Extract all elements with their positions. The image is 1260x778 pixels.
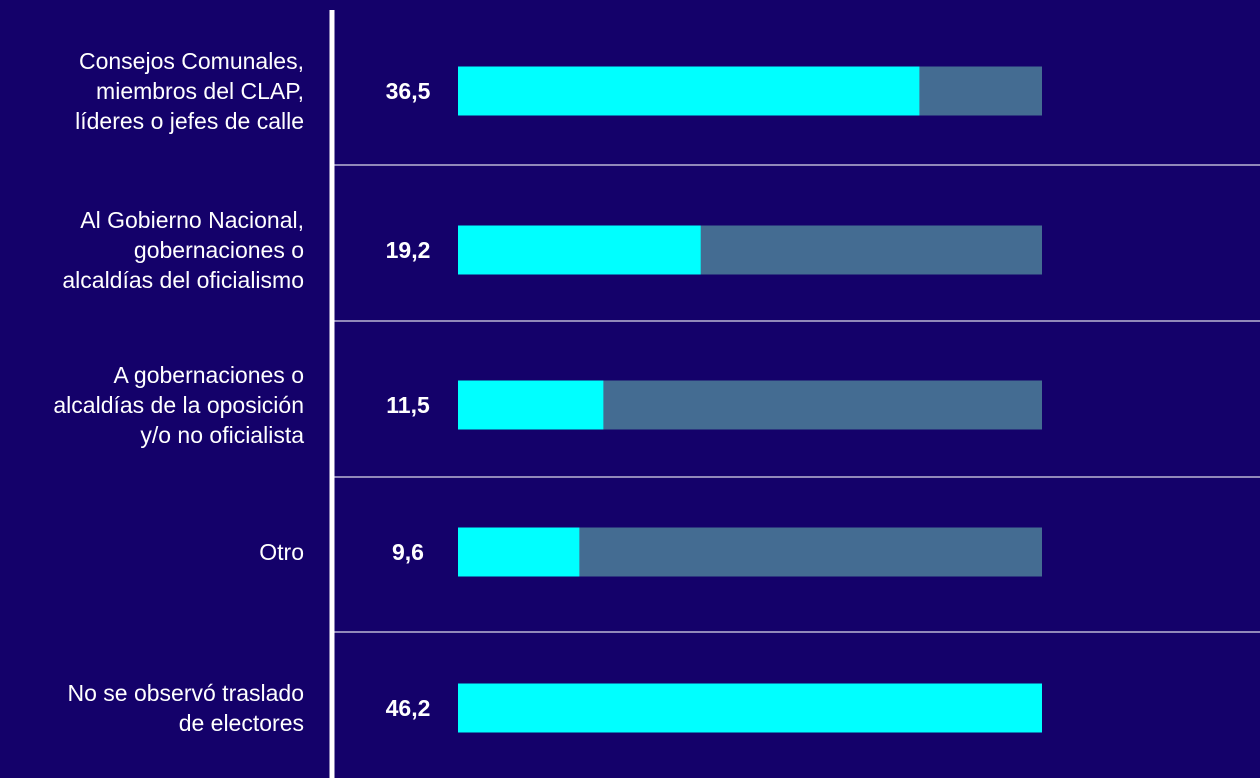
bar bbox=[458, 527, 580, 577]
bar bbox=[458, 683, 1042, 733]
category-label: A gobernaciones o bbox=[113, 362, 304, 388]
category-label: Otro bbox=[259, 539, 304, 565]
bar-rows: 36,5 Consejos Comunales, miembros del CLAP… bbox=[53, 48, 1260, 736]
bar bbox=[458, 225, 701, 275]
category-label: de electores bbox=[179, 710, 304, 736]
category-label: No se observó traslado bbox=[67, 680, 304, 706]
category-label: y/o no oficialista bbox=[140, 422, 304, 448]
category-label: alcaldías de la oposición bbox=[53, 392, 304, 418]
category-label: Consejos Comunales, bbox=[79, 48, 304, 74]
category-label: líderes o jefes de calle bbox=[75, 108, 304, 134]
data-label: 9,6 bbox=[392, 539, 424, 565]
data-label: 46,2 bbox=[386, 695, 431, 721]
bar bbox=[458, 66, 920, 116]
data-label: 19,2 bbox=[386, 237, 431, 263]
category-label: miembros del CLAP, bbox=[96, 78, 304, 104]
bar bbox=[458, 380, 604, 430]
category-label: alcaldías del oficialismo bbox=[62, 267, 304, 293]
data-label: 36,5 bbox=[386, 78, 431, 104]
category-label: Al Gobierno Nacional, bbox=[80, 207, 304, 233]
data-label: 11,5 bbox=[386, 392, 430, 418]
category-label: gobernaciones o bbox=[134, 237, 304, 263]
